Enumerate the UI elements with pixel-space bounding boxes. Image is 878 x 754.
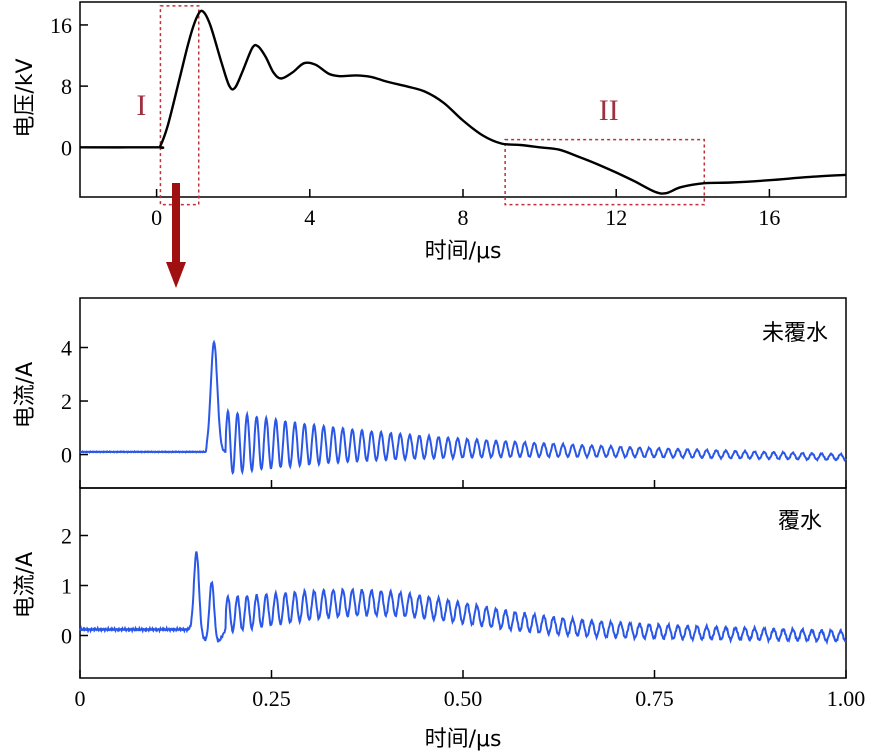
- region-label-1: I: [136, 89, 146, 122]
- y-tick-label: 0: [61, 443, 72, 468]
- current-x-axis-label: 时间/μs: [425, 727, 502, 752]
- x-tick-label: 0.50: [444, 686, 483, 711]
- y-tick-label: 0: [61, 624, 72, 649]
- region-box-2: [504, 138, 706, 206]
- y-tick-label: 8: [61, 74, 72, 99]
- region-box-1: [159, 5, 200, 206]
- current-wet-y-axis-label: 电流/A: [13, 552, 38, 618]
- current-wet-curve: [79, 551, 847, 646]
- x-tick-label: 4: [304, 205, 315, 230]
- voltage-plot-frame: [79, 1, 847, 198]
- y-tick-label: 4: [61, 336, 72, 361]
- y-tick-label: 16: [50, 13, 72, 38]
- y-tick-label: 2: [61, 524, 72, 549]
- x-tick-label: 8: [458, 205, 469, 230]
- current-wet-y-ticks: 2 1 0: [61, 524, 88, 649]
- voltage-y-axis-label: 电压/kV: [13, 58, 38, 137]
- x-tick-label: 0.75: [635, 686, 674, 711]
- voltage-curve: [79, 9, 847, 195]
- voltage-x-axis-label: 时间/μs: [425, 239, 502, 264]
- current-dry-y-axis-label: 电流/A: [13, 362, 38, 428]
- zoom-arrow-head: [166, 262, 186, 288]
- condition-label-dry: 未覆水: [762, 321, 828, 346]
- current-wet-panel: 0 0.25 0.50 0.75 1.00 2 1 0 电流/A 覆水 时间/μs: [13, 487, 866, 752]
- x-tick-label: 0.25: [252, 686, 291, 711]
- current-dry-x-ticks: [79, 480, 847, 488]
- condition-label-wet: 覆水: [778, 509, 822, 534]
- current-dry-curve: [79, 339, 847, 476]
- x-tick-label: 12: [605, 205, 627, 230]
- x-tick-label: 1.00: [827, 686, 866, 711]
- highlight-regions: I II: [136, 5, 706, 206]
- current-wet-plot-frame: [79, 487, 847, 679]
- x-tick-label: 16: [758, 205, 780, 230]
- current-wet-x-ticks: 0 0.25 0.50 0.75 1.00: [75, 670, 866, 711]
- x-tick-label: 0: [151, 205, 162, 230]
- x-tick-label: 0: [75, 686, 86, 711]
- voltage-x-ticks: 0 4 8 12 16: [151, 189, 780, 230]
- current-dry-panel: 4 2 0 电流/A 未覆水: [13, 297, 847, 489]
- region-label-2: II: [599, 94, 619, 127]
- y-tick-label: 0: [61, 135, 72, 160]
- current-dry-plot-frame: [79, 297, 847, 489]
- current-dry-y-ticks: 4 2 0: [61, 336, 88, 468]
- y-tick-label: 2: [61, 389, 72, 414]
- y-tick-label: 1: [61, 574, 72, 599]
